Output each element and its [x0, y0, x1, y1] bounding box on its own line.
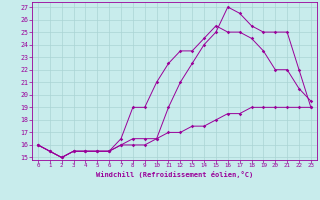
X-axis label: Windchill (Refroidissement éolien,°C): Windchill (Refroidissement éolien,°C) — [96, 171, 253, 178]
